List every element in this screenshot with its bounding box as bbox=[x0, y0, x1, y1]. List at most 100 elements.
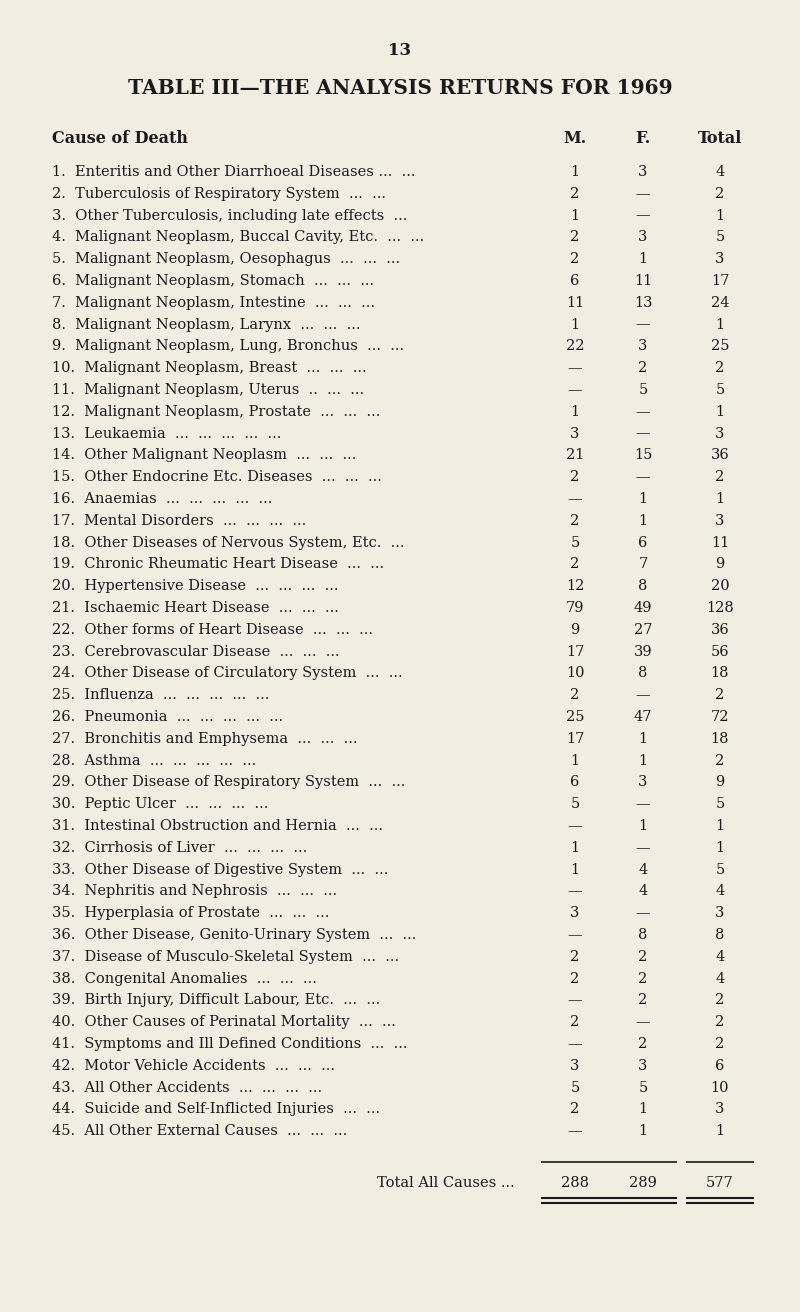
Text: 8: 8 bbox=[715, 928, 725, 942]
Text: 38.  Congenital Anomalies  ...  ...  ...: 38. Congenital Anomalies ... ... ... bbox=[52, 972, 317, 985]
Text: 6: 6 bbox=[570, 274, 580, 289]
Text: 37.  Disease of Musculo-Skeletal System  ...  ...: 37. Disease of Musculo-Skeletal System .… bbox=[52, 950, 399, 964]
Text: 8: 8 bbox=[638, 928, 648, 942]
Text: 18: 18 bbox=[710, 732, 730, 745]
Text: 2: 2 bbox=[715, 993, 725, 1008]
Text: 2: 2 bbox=[570, 252, 580, 266]
Text: 8.  Malignant Neoplasm, Larynx  ...  ...  ...: 8. Malignant Neoplasm, Larynx ... ... ..… bbox=[52, 318, 361, 332]
Text: 17: 17 bbox=[566, 732, 584, 745]
Text: 2: 2 bbox=[570, 950, 580, 964]
Text: 5: 5 bbox=[715, 231, 725, 244]
Text: —: — bbox=[568, 361, 582, 375]
Text: 34.  Nephritis and Nephrosis  ...  ...  ...: 34. Nephritis and Nephrosis ... ... ... bbox=[52, 884, 337, 899]
Text: —: — bbox=[568, 1036, 582, 1051]
Text: 1: 1 bbox=[638, 1102, 647, 1117]
Text: 1: 1 bbox=[715, 318, 725, 332]
Text: 8: 8 bbox=[638, 579, 648, 593]
Text: 11: 11 bbox=[566, 295, 584, 310]
Text: 2: 2 bbox=[638, 972, 648, 985]
Text: 2: 2 bbox=[715, 470, 725, 484]
Text: 4: 4 bbox=[638, 884, 648, 899]
Text: 9: 9 bbox=[715, 558, 725, 572]
Text: 6.  Malignant Neoplasm, Stomach  ...  ...  ...: 6. Malignant Neoplasm, Stomach ... ... .… bbox=[52, 274, 374, 289]
Text: 26.  Pneumonia  ...  ...  ...  ...  ...: 26. Pneumonia ... ... ... ... ... bbox=[52, 710, 283, 724]
Text: 39.  Birth Injury, Difficult Labour, Etc.  ...  ...: 39. Birth Injury, Difficult Labour, Etc.… bbox=[52, 993, 380, 1008]
Text: 13: 13 bbox=[389, 42, 411, 59]
Text: 7.  Malignant Neoplasm, Intestine  ...  ...  ...: 7. Malignant Neoplasm, Intestine ... ...… bbox=[52, 295, 375, 310]
Text: 27.  Bronchitis and Emphysema  ...  ...  ...: 27. Bronchitis and Emphysema ... ... ... bbox=[52, 732, 358, 745]
Text: 9.  Malignant Neoplasm, Lung, Bronchus  ...  ...: 9. Malignant Neoplasm, Lung, Bronchus ..… bbox=[52, 340, 404, 353]
Text: 25.  Influenza  ...  ...  ...  ...  ...: 25. Influenza ... ... ... ... ... bbox=[52, 689, 270, 702]
Text: 10: 10 bbox=[710, 1081, 730, 1094]
Text: 1: 1 bbox=[570, 841, 579, 855]
Text: 5: 5 bbox=[638, 383, 648, 398]
Text: 1: 1 bbox=[638, 753, 647, 768]
Text: 32.  Cirrhosis of Liver  ...  ...  ...  ...: 32. Cirrhosis of Liver ... ... ... ... bbox=[52, 841, 307, 855]
Text: 7: 7 bbox=[638, 558, 648, 572]
Text: —: — bbox=[636, 1015, 650, 1029]
Text: 4: 4 bbox=[715, 165, 725, 178]
Text: 2: 2 bbox=[570, 972, 580, 985]
Text: 2: 2 bbox=[715, 1036, 725, 1051]
Text: 17: 17 bbox=[711, 274, 729, 289]
Text: 4.  Malignant Neoplasm, Buccal Cavity, Etc.  ...  ...: 4. Malignant Neoplasm, Buccal Cavity, Et… bbox=[52, 231, 424, 244]
Text: 11.  Malignant Neoplasm, Uterus  ..  ...  ...: 11. Malignant Neoplasm, Uterus .. ... ..… bbox=[52, 383, 364, 398]
Text: 36.  Other Disease, Genito-Urinary System  ...  ...: 36. Other Disease, Genito-Urinary System… bbox=[52, 928, 416, 942]
Text: 17.  Mental Disorders  ...  ...  ...  ...: 17. Mental Disorders ... ... ... ... bbox=[52, 514, 306, 527]
Text: 128: 128 bbox=[706, 601, 734, 615]
Text: 72: 72 bbox=[710, 710, 730, 724]
Text: 4: 4 bbox=[638, 862, 648, 876]
Text: —: — bbox=[568, 383, 582, 398]
Text: —: — bbox=[636, 318, 650, 332]
Text: 22.  Other forms of Heart Disease  ...  ...  ...: 22. Other forms of Heart Disease ... ...… bbox=[52, 623, 373, 636]
Text: 8: 8 bbox=[638, 666, 648, 681]
Text: F.: F. bbox=[635, 130, 650, 147]
Text: 79: 79 bbox=[566, 601, 584, 615]
Text: 2: 2 bbox=[715, 1015, 725, 1029]
Text: 9: 9 bbox=[570, 623, 580, 636]
Text: —: — bbox=[636, 470, 650, 484]
Text: 3: 3 bbox=[570, 426, 580, 441]
Text: 14.  Other Malignant Neoplasm  ...  ...  ...: 14. Other Malignant Neoplasm ... ... ... bbox=[52, 449, 356, 462]
Text: 40.  Other Causes of Perinatal Mortality  ...  ...: 40. Other Causes of Perinatal Mortality … bbox=[52, 1015, 396, 1029]
Text: 11: 11 bbox=[711, 535, 729, 550]
Text: 1: 1 bbox=[715, 209, 725, 223]
Text: 2: 2 bbox=[570, 1015, 580, 1029]
Text: 10.  Malignant Neoplasm, Breast  ...  ...  ...: 10. Malignant Neoplasm, Breast ... ... .… bbox=[52, 361, 366, 375]
Text: 42.  Motor Vehicle Accidents  ...  ...  ...: 42. Motor Vehicle Accidents ... ... ... bbox=[52, 1059, 335, 1073]
Text: 1: 1 bbox=[570, 318, 579, 332]
Text: 41.  Symptoms and Ill Defined Conditions  ...  ...: 41. Symptoms and Ill Defined Conditions … bbox=[52, 1036, 407, 1051]
Text: 29.  Other Disease of Respiratory System  ...  ...: 29. Other Disease of Respiratory System … bbox=[52, 775, 406, 790]
Text: 17: 17 bbox=[566, 644, 584, 659]
Text: 1: 1 bbox=[638, 514, 647, 527]
Text: 5: 5 bbox=[570, 1081, 580, 1094]
Text: 288: 288 bbox=[561, 1176, 589, 1190]
Text: 13: 13 bbox=[634, 295, 652, 310]
Text: 1: 1 bbox=[715, 492, 725, 506]
Text: 33.  Other Disease of Digestive System  ...  ...: 33. Other Disease of Digestive System ..… bbox=[52, 862, 388, 876]
Text: 21: 21 bbox=[566, 449, 584, 462]
Text: 19.  Chronic Rheumatic Heart Disease  ...  ...: 19. Chronic Rheumatic Heart Disease ... … bbox=[52, 558, 384, 572]
Text: 21.  Ischaemic Heart Disease  ...  ...  ...: 21. Ischaemic Heart Disease ... ... ... bbox=[52, 601, 339, 615]
Text: 5.  Malignant Neoplasm, Oesophagus  ...  ...  ...: 5. Malignant Neoplasm, Oesophagus ... ..… bbox=[52, 252, 400, 266]
Text: 2: 2 bbox=[570, 689, 580, 702]
Text: 22: 22 bbox=[566, 340, 584, 353]
Text: 2: 2 bbox=[570, 514, 580, 527]
Text: 36: 36 bbox=[710, 449, 730, 462]
Text: 2: 2 bbox=[570, 231, 580, 244]
Text: M.: M. bbox=[563, 130, 586, 147]
Text: 2: 2 bbox=[570, 1102, 580, 1117]
Text: 43.  All Other Accidents  ...  ...  ...  ...: 43. All Other Accidents ... ... ... ... bbox=[52, 1081, 322, 1094]
Text: 15: 15 bbox=[634, 449, 652, 462]
Text: 2: 2 bbox=[638, 361, 648, 375]
Text: 1: 1 bbox=[570, 209, 579, 223]
Text: 5: 5 bbox=[715, 798, 725, 811]
Text: 2: 2 bbox=[638, 993, 648, 1008]
Text: 27: 27 bbox=[634, 623, 652, 636]
Text: 3: 3 bbox=[715, 1102, 725, 1117]
Text: 25: 25 bbox=[710, 340, 730, 353]
Text: 23.  Cerebrovascular Disease  ...  ...  ...: 23. Cerebrovascular Disease ... ... ... bbox=[52, 644, 340, 659]
Text: 3: 3 bbox=[570, 1059, 580, 1073]
Text: 3: 3 bbox=[638, 165, 648, 178]
Text: 3: 3 bbox=[715, 907, 725, 920]
